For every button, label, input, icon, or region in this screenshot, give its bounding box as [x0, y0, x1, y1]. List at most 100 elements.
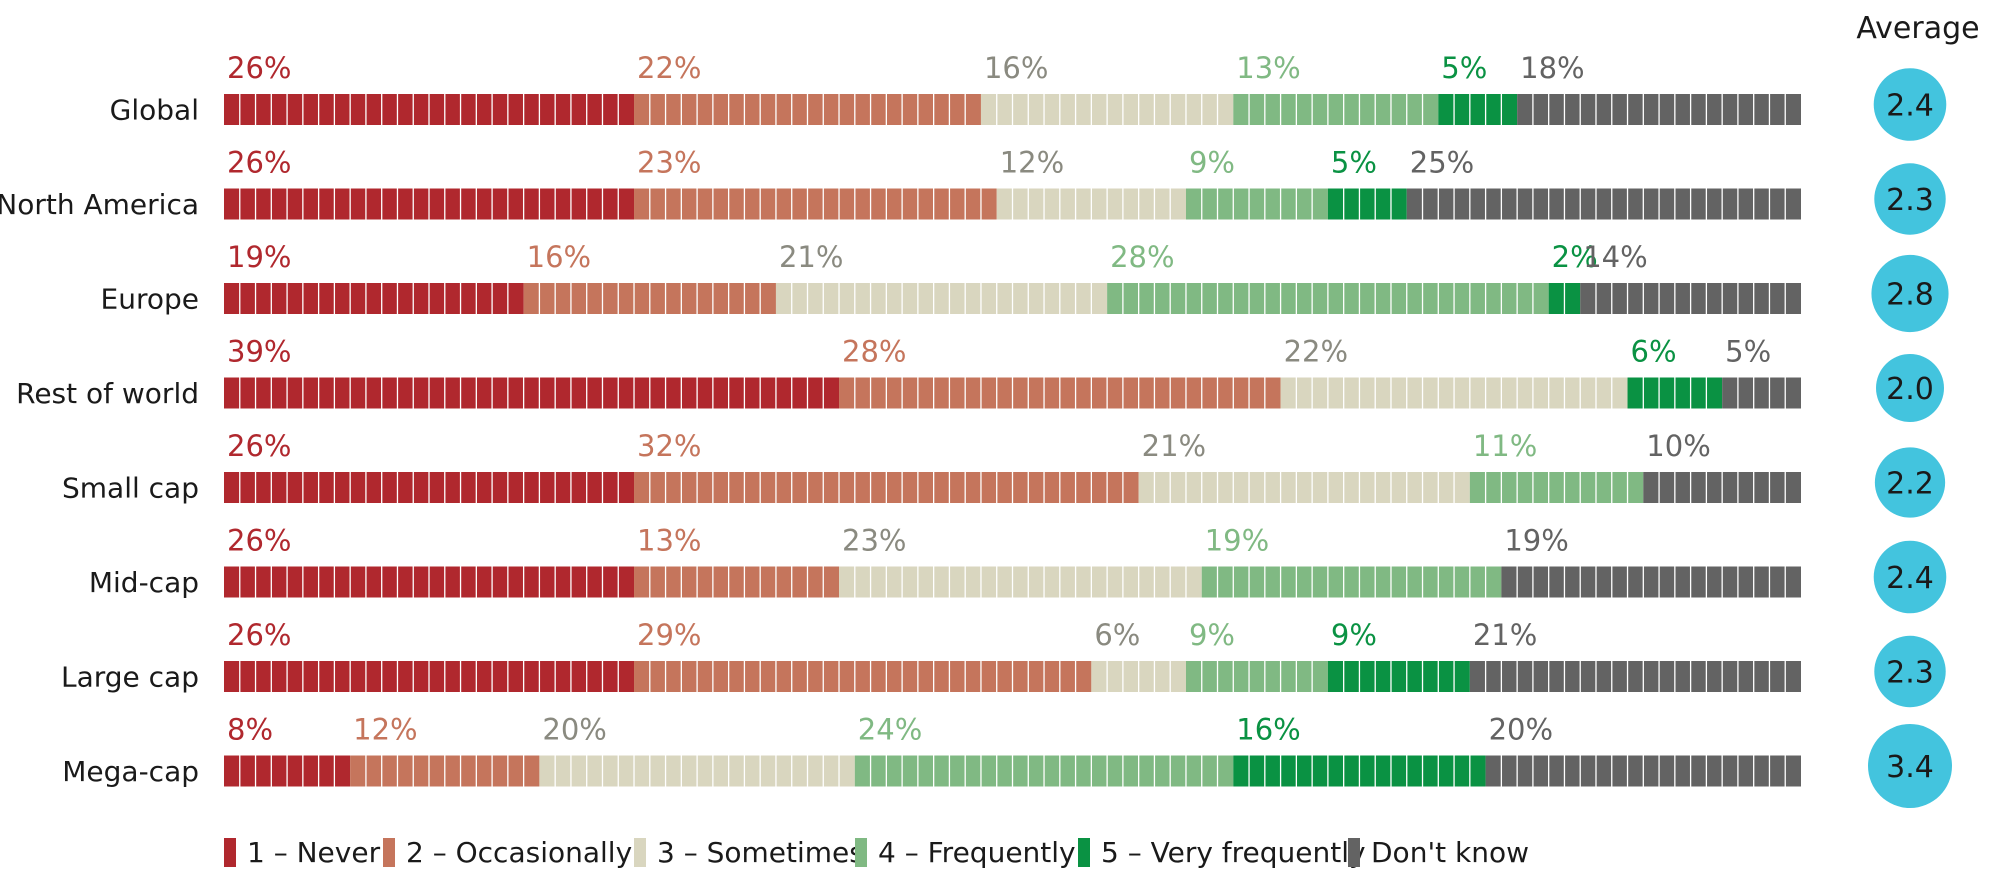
data-label: 13% [637, 524, 701, 558]
bar-segment [539, 755, 855, 787]
data-label: 23% [637, 146, 701, 180]
bar-segment [775, 283, 1108, 314]
bar-row: Europe 19% 16% 21% 28% 2%14% [101, 240, 1801, 316]
bar-segment [634, 661, 1092, 692]
bar-segment-fill [1501, 566, 1801, 598]
bar-segment [1185, 188, 1328, 220]
data-label: 22% [637, 51, 701, 85]
bar-segment [1469, 661, 1801, 692]
bar-cell-dividers [1516, 566, 1786, 598]
category-label: Europe [101, 283, 199, 316]
bar-segment [839, 377, 1281, 409]
legend-item: 2 – Occasionally [383, 836, 632, 869]
bar-cell-dividers [649, 472, 1124, 503]
bar-cell-dividers [1295, 377, 1613, 409]
data-label: 26% [227, 51, 291, 85]
bar-cell-dividers [1248, 755, 1471, 787]
bar-segment [1722, 377, 1801, 409]
data-label: 21% [1473, 618, 1537, 652]
bar-cell-dividers [1201, 188, 1313, 220]
average-circle [1874, 447, 1946, 518]
bar-cell-dividers [1421, 188, 1786, 220]
bar-segment [523, 283, 776, 314]
data-label: 9% [1189, 146, 1235, 180]
bar-segment [634, 94, 981, 125]
bar-cell-dividers [854, 566, 1187, 598]
bar-cell-dividers [1453, 94, 1503, 125]
bar-segment-fill [1185, 188, 1328, 220]
bar-segment-fill [224, 377, 840, 409]
bar-segment-fill [1438, 94, 1518, 125]
bar-segment [1233, 94, 1439, 125]
legend-swatch [1078, 838, 1090, 867]
bar-cell-dividers [996, 94, 1219, 125]
bar-cell-dividers [239, 472, 619, 503]
bar-segment [1438, 94, 1518, 125]
legend-item: 5 – Very frequently [1078, 836, 1366, 869]
average-circle [1873, 540, 1947, 614]
data-label: 19% [227, 240, 291, 274]
bar-segment [1201, 566, 1502, 598]
data-label: 20% [542, 713, 606, 747]
bar-segment-fill [634, 566, 840, 598]
data-label: 2% [1552, 240, 1598, 274]
bar-segment [634, 566, 840, 598]
bar-cell-dividers [649, 661, 1077, 692]
bar-cell-dividers [1500, 755, 1786, 787]
data-label: 5% [1331, 146, 1377, 180]
bar-segment [224, 472, 635, 503]
legend-label: 5 – Very frequently [1101, 836, 1366, 869]
legend-swatch [855, 838, 867, 867]
average-badge: 2.4 [1873, 68, 1947, 141]
legend-item: 4 – Frequently [855, 836, 1076, 869]
average-value: 2.3 [1886, 656, 1934, 691]
category-label: Rest of world [16, 377, 199, 410]
average-badge: 2.4 [1873, 540, 1947, 614]
bar-row: Mid-cap 26% 13% 23% 19% 19% [89, 524, 1801, 599]
bar-segment-fill [839, 566, 1202, 598]
bar-row: Global 26% 22% 16% 13% 5% 18% [110, 51, 1801, 127]
bar-cell-dividers [239, 661, 619, 692]
chart-rows: Global 26% 22% 16% 13% 5% 18% North America 26% 2… [0, 51, 1801, 788]
category-label: Mega-cap [62, 755, 199, 788]
bar-segment [224, 755, 351, 787]
average-badge: 2.2 [1874, 447, 1946, 518]
data-label: 18% [1520, 51, 1584, 85]
average-badge: 3.4 [1868, 724, 1952, 808]
data-label: 6% [1094, 618, 1140, 652]
bar-cell-dividers [1216, 566, 1487, 598]
bar-segment [1138, 472, 1470, 503]
bar-segment [1580, 283, 1801, 314]
bar-segment [224, 188, 635, 220]
average-value: 2.4 [1886, 561, 1934, 596]
bar-segment [224, 377, 840, 409]
data-label: 21% [779, 240, 843, 274]
bar-cell-dividers [869, 755, 1219, 787]
bar-cell-dividers [1343, 661, 1455, 692]
data-label: 6% [1631, 335, 1677, 369]
legend-swatch [224, 838, 236, 867]
bar-segment [1627, 377, 1723, 409]
bar-segment-fill [1185, 661, 1328, 692]
bar-cell-dividers [1011, 188, 1171, 220]
legend-item: Don't know [1348, 836, 1529, 869]
bar-segment-fill [775, 283, 1108, 314]
bar-row: North America 26% 23% 12% 9% 5% 25% [0, 146, 1801, 221]
legend-swatch [634, 838, 646, 867]
data-label: 23% [842, 524, 906, 558]
bar-cell-dividers [1153, 472, 1455, 503]
bar-segment-fill [1327, 188, 1407, 220]
legend-item: 3 – Sometimes [634, 836, 864, 869]
average-value: 2.2 [1886, 467, 1934, 502]
bar-segment-fill [1201, 566, 1502, 598]
data-label: 22% [1284, 335, 1348, 369]
bar-segment [224, 283, 524, 314]
bar-segment [854, 755, 1234, 787]
average-circle [1873, 68, 1947, 141]
bar-segment [1185, 661, 1328, 692]
data-label: 16% [984, 51, 1048, 85]
bar-segment [224, 94, 635, 125]
average-circle [1871, 254, 1949, 333]
bar-segment [350, 755, 540, 787]
